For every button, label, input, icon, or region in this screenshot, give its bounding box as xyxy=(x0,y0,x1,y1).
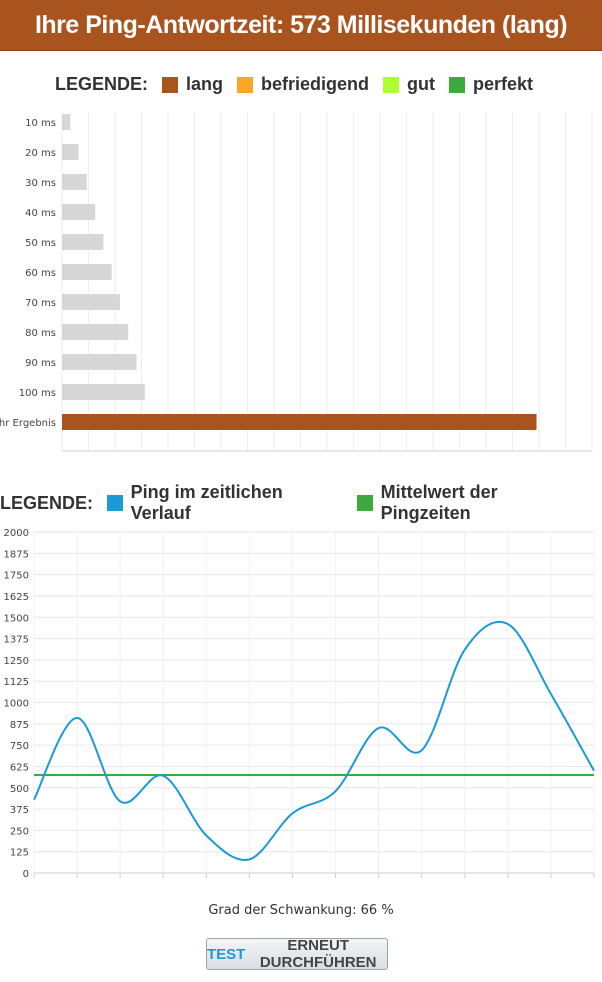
y-tick-label: 2000 xyxy=(4,528,29,539)
retest-button-highlight: TEST xyxy=(207,945,246,963)
page-title-text: Ihre Ping-Antwortzeit: 573 Millisekunden… xyxy=(34,10,568,39)
category-label: 70 ms xyxy=(25,298,56,309)
category-label: 40 ms xyxy=(25,208,56,219)
legend-label: lang xyxy=(185,74,223,94)
bar-reference xyxy=(62,354,137,370)
retest-button[interactable]: TEST ERNEUT DURCHFÜHREN xyxy=(206,937,388,971)
legend-history: LEGENDE: Ping im zeitlichen Verlauf Mitte… xyxy=(0,482,602,524)
category-label: 60 ms xyxy=(25,268,56,279)
y-tick-label: 1625 xyxy=(4,592,29,603)
bar-reference xyxy=(62,204,96,220)
bar-reference xyxy=(62,174,87,190)
legend-title: LEGENDE: xyxy=(54,74,148,94)
page-title: Ihre Ping-Antwortzeit: 573 Millisekunden… xyxy=(0,0,602,51)
bar-reference xyxy=(62,384,145,400)
ping-history-line-chart: 0 125 250 375 500 625 750 875 1000 1125 1250 1375 15… xyxy=(4,528,595,880)
response-time-bar-chart: 10 ms 20 ms 30 ms 40 ms 50 ms 60 ms 70 ms 80 ms… xyxy=(0,112,593,452)
category-label: Ihr Ergebnis xyxy=(0,418,56,429)
legend-label: gut xyxy=(407,74,435,94)
category-label: 50 ms xyxy=(25,238,56,249)
y-tick-label: 750 xyxy=(10,741,29,752)
legend-swatch xyxy=(383,76,400,93)
legend-item: Ping im zeitlichen Verlauf xyxy=(107,482,343,524)
y-tick-label: 1875 xyxy=(4,549,29,560)
category-label: 30 ms xyxy=(25,178,56,189)
y-tick-label: 375 xyxy=(10,805,29,816)
y-tick-label: 1500 xyxy=(4,613,29,624)
y-tick-label: 0 xyxy=(23,869,29,880)
legend-item: Mittelwert der Pingzeiten xyxy=(356,482,588,524)
bar-result xyxy=(62,414,537,430)
legend-item: befriedigend xyxy=(237,74,369,95)
legend-rating: LEGENDE: lang befriedigend gut perfekt xyxy=(0,74,602,95)
legend-item: gut xyxy=(383,74,435,95)
y-tick-label: 1375 xyxy=(4,635,29,646)
legend-swatch xyxy=(237,76,253,93)
legend-label: perfekt xyxy=(473,74,534,94)
legend-label: befriedigend xyxy=(261,74,370,94)
bar-grid xyxy=(61,112,593,451)
y-tick-label: 625 xyxy=(10,762,29,773)
legend-label: Mittelwert der Pingzeiten xyxy=(380,482,498,523)
variation-text: Grad der Schwankung: 66 % xyxy=(208,903,394,918)
y-tick-label: 1000 xyxy=(4,699,29,710)
legend-item: perfekt xyxy=(449,74,533,95)
bar-reference xyxy=(62,294,120,310)
bar-reference xyxy=(62,144,79,160)
legend-title: LEGENDE: xyxy=(0,492,94,513)
legend-swatch xyxy=(161,76,178,93)
bar-reference xyxy=(62,324,129,340)
legend-swatch xyxy=(356,495,373,511)
bar-reference xyxy=(62,234,104,250)
category-label: 80 ms xyxy=(25,328,56,339)
bar-reference xyxy=(62,264,112,280)
legend-swatch xyxy=(107,495,123,511)
bar-reference xyxy=(62,114,71,130)
legend-swatch xyxy=(449,76,465,93)
y-tick-label: 875 xyxy=(10,720,29,731)
y-tick-label: 500 xyxy=(10,784,29,795)
category-label: 100 ms xyxy=(19,388,56,399)
y-tick-label: 250 xyxy=(10,826,29,837)
y-tick-label: 1750 xyxy=(4,571,29,582)
y-tick-label: 125 xyxy=(10,848,29,859)
y-tick-label: 1250 xyxy=(4,656,29,667)
category-label: 90 ms xyxy=(25,358,56,369)
category-label: 10 ms xyxy=(25,118,56,129)
series-ping-line xyxy=(33,620,595,861)
y-tick-label: 1125 xyxy=(4,677,29,688)
retest-button-label: ERNEUT DURCHFÜHREN xyxy=(259,937,377,971)
line-grid xyxy=(33,531,595,874)
category-label: 20 ms xyxy=(25,148,56,159)
legend-item: lang xyxy=(161,74,223,95)
legend-label: Ping im zeitlichen Verlauf xyxy=(130,482,283,523)
